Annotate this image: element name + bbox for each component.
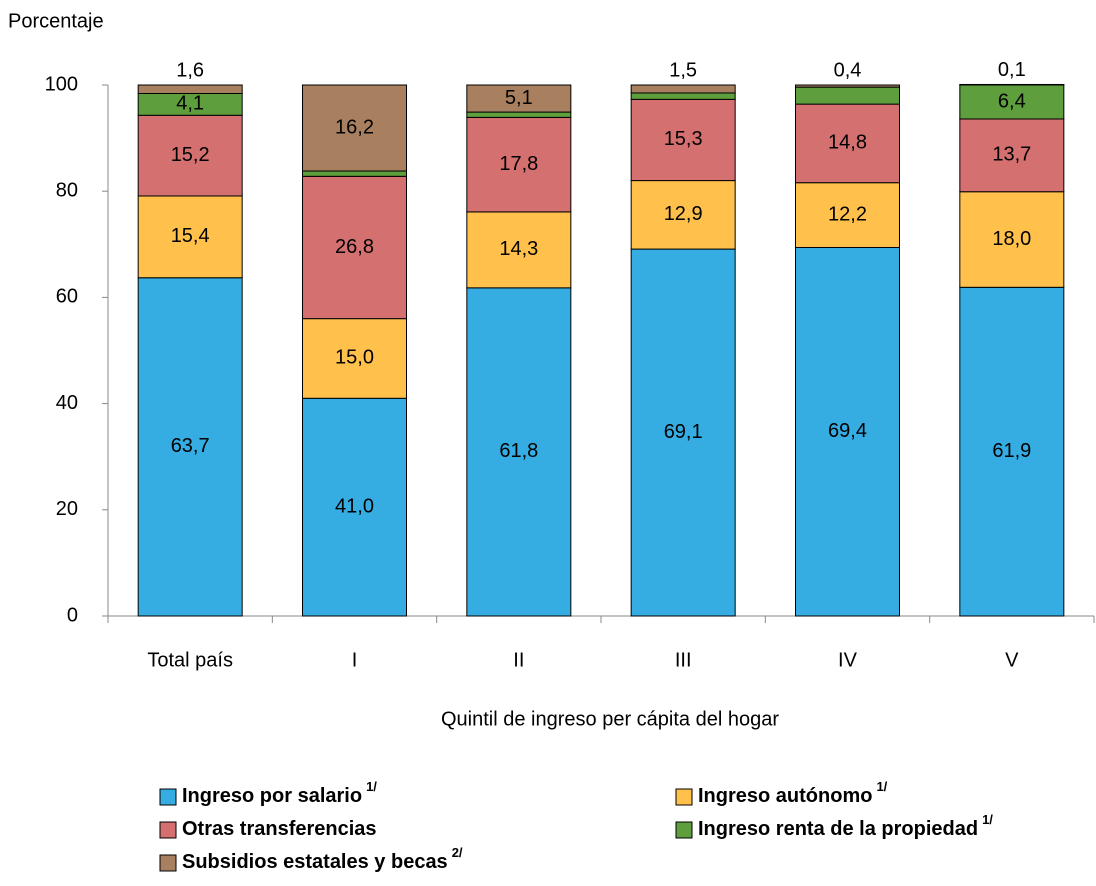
bar-segment (795, 84, 900, 88)
x-axis-title: Quintil de ingreso per cápita del hogar (441, 708, 779, 730)
y-tick-label: 0 (67, 604, 78, 626)
bar-segment (137, 114, 243, 197)
data-label: 41,0 (335, 495, 374, 517)
data-label: 15,4 (171, 225, 210, 247)
bar-segment (795, 86, 900, 105)
legend-label: Ingreso renta de la propiedad 1/ (698, 812, 993, 840)
bar-segment (959, 191, 1065, 288)
x-tick-label: III (675, 649, 692, 671)
bar-segment (959, 83, 1065, 86)
bar-segment (137, 277, 243, 617)
data-label: 6,4 (998, 90, 1026, 112)
legend-swatch (159, 821, 177, 839)
data-label: 4,1 (176, 93, 204, 115)
data-label: 17,8 (499, 153, 538, 175)
data-label: 69,4 (828, 420, 867, 442)
x-tick-label: I (352, 649, 358, 671)
y-tick-label: 80 (56, 179, 78, 201)
y-axis-title: Porcentaje (8, 10, 104, 32)
legend-note: 1/ (366, 779, 377, 794)
bar-segment (466, 116, 572, 213)
x-tick-label: Total país (147, 649, 233, 671)
data-label: 69,1 (664, 421, 703, 443)
data-label: 15,2 (171, 144, 210, 166)
bar-segment (302, 397, 407, 617)
legend-swatch (675, 821, 693, 839)
legend-name: Ingreso autónomo (698, 785, 872, 807)
bar-segment (466, 111, 572, 118)
data-label: 0,4 (834, 59, 862, 81)
bar-segment (302, 175, 407, 320)
data-label: 14,3 (499, 238, 538, 260)
data-label: 15,0 (335, 347, 374, 369)
bar-segment (795, 246, 900, 617)
data-label: 12,2 (828, 203, 867, 225)
bar-segment (630, 84, 736, 94)
bar-segment (466, 287, 572, 617)
bar-segment (302, 318, 407, 399)
data-label: 61,9 (992, 440, 1031, 462)
data-label: 5,1 (505, 87, 533, 109)
bar-segment (137, 195, 243, 279)
data-label: 0,1 (998, 59, 1026, 81)
bar-segment (959, 286, 1065, 617)
legend-label: Ingreso por salario 1/ (182, 779, 377, 807)
bar-segment (795, 103, 900, 184)
x-tick-label: V (1005, 649, 1019, 671)
legend-label: Ingreso autónomo 1/ (698, 779, 888, 807)
bar-segment (302, 84, 407, 172)
legend-name: Ingreso por salario (182, 785, 362, 807)
y-tick-label: 40 (56, 392, 78, 414)
legend-swatch (675, 788, 693, 806)
bar-segment (466, 84, 572, 113)
legend-swatch (159, 788, 177, 806)
data-label: 63,7 (171, 435, 210, 457)
legend-swatch (159, 854, 177, 872)
y-tick-label: 20 (56, 498, 78, 520)
data-label: 18,0 (992, 228, 1031, 250)
data-label: 15,3 (664, 128, 703, 150)
data-label: 12,9 (664, 203, 703, 225)
legend-name: Otras transferencias (182, 818, 377, 840)
bar-segment (795, 182, 900, 248)
bar-segment (466, 211, 572, 289)
y-tick-label: 100 (45, 73, 78, 95)
legend-note: 2/ (452, 845, 463, 860)
bar-segment (959, 118, 1065, 193)
bar-segment (137, 84, 243, 94)
data-label: 16,2 (335, 116, 374, 138)
bar-segment (302, 170, 407, 177)
legend-label: Otras transferencias (182, 818, 377, 840)
legend-note: 1/ (982, 812, 993, 827)
legend-label: Subsidios estatales y becas 2/ (182, 845, 463, 873)
data-label: 26,8 (335, 236, 374, 258)
bar-segment (630, 98, 736, 182)
data-label: 61,8 (499, 440, 538, 462)
data-label: 1,6 (176, 59, 204, 81)
x-tick-label: IV (838, 649, 858, 671)
y-tick-label: 60 (56, 286, 78, 308)
bar-segment (630, 248, 736, 617)
bar-segment (630, 92, 736, 100)
bar-segment (959, 84, 1065, 120)
legend-note: 1/ (876, 779, 887, 794)
x-tick-label: II (513, 649, 524, 671)
legend-name: Ingreso renta de la propiedad (698, 818, 978, 840)
bar-segment (630, 180, 736, 250)
data-label: 13,7 (992, 144, 1031, 166)
data-label: 14,8 (828, 132, 867, 154)
data-label: 1,5 (669, 59, 697, 81)
legend-name: Subsidios estatales y becas (182, 851, 448, 873)
